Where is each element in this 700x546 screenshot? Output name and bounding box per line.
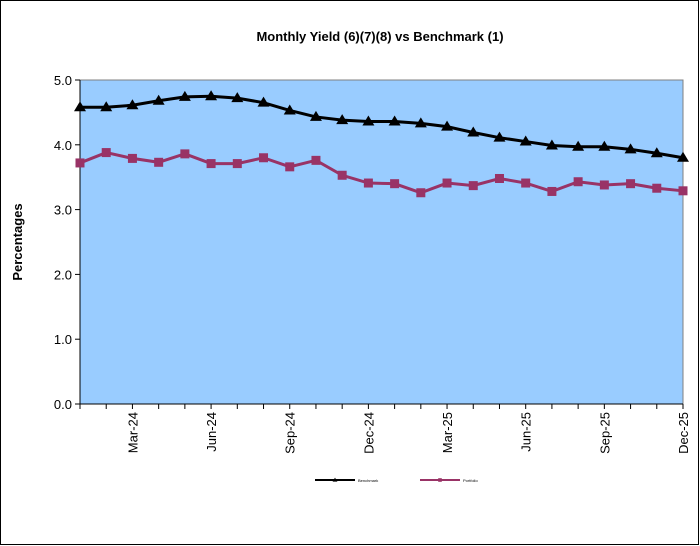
chart-title: Monthly Yield (6)(7)(8) vs Benchmark (1)	[256, 29, 503, 44]
x-tick-label: Jun-25	[519, 412, 534, 452]
y-tick-label: 5.0	[54, 73, 72, 88]
y-tick-label: 2.0	[54, 267, 72, 282]
point-marker	[416, 188, 426, 198]
point-marker	[650, 147, 663, 158]
point-marker	[232, 159, 242, 169]
x-tick-label: Mar-25	[440, 412, 455, 453]
y-tick-label: 3.0	[54, 203, 72, 218]
point-marker	[126, 99, 139, 110]
y-tick-label: 1.0	[54, 332, 72, 347]
series-line	[80, 94, 684, 160]
x-tick-label: Dec-24	[361, 412, 376, 454]
legend-marker	[332, 477, 338, 482]
point-marker	[519, 135, 532, 146]
point-marker	[337, 170, 347, 180]
point-marker	[598, 140, 611, 151]
y-tick-label: 0.0	[54, 397, 72, 412]
point-marker	[363, 178, 373, 188]
legend-marker	[438, 478, 442, 482]
point-marker	[626, 179, 636, 189]
point-marker	[127, 153, 137, 163]
point-marker	[468, 181, 478, 191]
point-marker	[206, 159, 216, 169]
point-marker	[572, 140, 585, 151]
point-marker	[677, 151, 689, 162]
point-marker	[259, 153, 269, 163]
point-marker	[624, 143, 637, 154]
point-marker	[231, 92, 244, 103]
point-marker	[547, 186, 557, 196]
x-tick-label: Dec-25	[676, 412, 691, 454]
point-marker	[100, 101, 113, 112]
y-axis-title: Percentages	[10, 203, 25, 280]
point-marker	[442, 178, 452, 188]
point-marker	[283, 104, 296, 115]
point-marker	[521, 178, 531, 188]
point-marker	[205, 90, 218, 101]
point-marker	[101, 148, 111, 158]
point-marker	[414, 117, 427, 128]
point-marker	[74, 101, 86, 112]
point-marker	[336, 114, 349, 125]
x-tick-label: Mar-24	[125, 412, 140, 453]
point-marker	[388, 115, 401, 126]
point-marker	[494, 173, 504, 183]
point-marker	[678, 186, 688, 196]
point-marker	[362, 115, 375, 126]
point-marker	[180, 149, 190, 159]
legend-label: Benchmark	[358, 478, 378, 483]
point-marker	[75, 158, 85, 168]
x-tick-label: Sep-24	[283, 412, 298, 454]
point-marker	[285, 162, 295, 172]
point-marker	[311, 155, 321, 165]
y-tick-label: 4.0	[54, 138, 72, 153]
point-marker	[390, 179, 400, 189]
point-marker	[545, 139, 558, 150]
point-marker	[467, 126, 480, 137]
plot-area	[79, 79, 684, 405]
x-tick-label: Jun-24	[204, 412, 219, 452]
point-marker	[152, 94, 165, 105]
point-marker	[493, 131, 506, 142]
point-marker	[599, 180, 609, 190]
point-marker	[309, 110, 322, 121]
point-marker	[257, 96, 270, 107]
point-marker	[573, 177, 583, 187]
x-tick-label: Sep-25	[597, 412, 612, 454]
point-marker	[652, 183, 662, 193]
point-marker	[154, 157, 164, 167]
point-marker	[441, 120, 454, 131]
legend-label: Portfolio	[463, 478, 478, 483]
point-marker	[178, 90, 191, 101]
